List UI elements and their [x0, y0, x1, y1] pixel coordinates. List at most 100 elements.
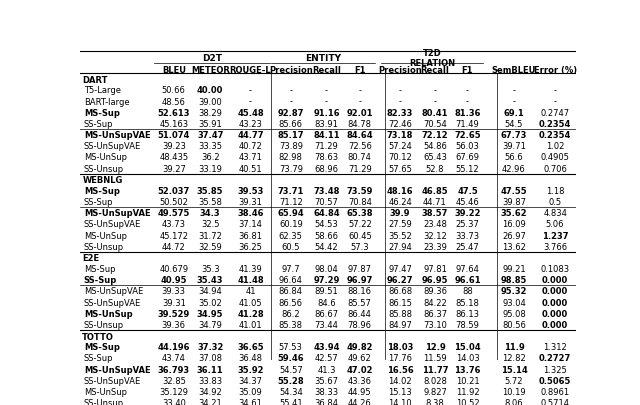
Text: 86.84: 86.84 — [279, 287, 303, 296]
Text: 80.56: 80.56 — [502, 320, 526, 329]
Text: 84.64: 84.64 — [346, 131, 373, 140]
Text: 50.66: 50.66 — [162, 86, 186, 95]
Text: SS-Unsup: SS-Unsup — [84, 320, 124, 329]
Text: 48.435: 48.435 — [159, 153, 188, 162]
Text: 97.87: 97.87 — [348, 264, 372, 273]
Text: F1: F1 — [461, 66, 473, 75]
Text: 92.87: 92.87 — [278, 109, 304, 117]
Text: 39.71: 39.71 — [502, 142, 526, 151]
Text: 36.81: 36.81 — [239, 231, 262, 240]
Text: 8.06: 8.06 — [505, 398, 524, 405]
Text: 60.45: 60.45 — [348, 231, 372, 240]
Text: 25.47: 25.47 — [456, 242, 479, 251]
Text: 48.16: 48.16 — [387, 186, 413, 195]
Text: 16.09: 16.09 — [502, 220, 526, 229]
Text: 89.51: 89.51 — [315, 287, 339, 296]
Text: 41.3: 41.3 — [317, 364, 336, 373]
Text: 37.47: 37.47 — [197, 131, 223, 140]
Text: -: - — [325, 97, 328, 106]
Text: 34.61: 34.61 — [239, 398, 262, 405]
Text: 11.92: 11.92 — [456, 387, 479, 396]
Text: 44.72: 44.72 — [162, 242, 186, 251]
Text: 5.06: 5.06 — [546, 220, 564, 229]
Text: 73.44: 73.44 — [314, 320, 339, 329]
Text: DART: DART — [83, 76, 108, 85]
Text: 82.98: 82.98 — [279, 153, 303, 162]
Text: 73.10: 73.10 — [423, 320, 447, 329]
Text: SS-UnSupVAE: SS-UnSupVAE — [84, 220, 141, 229]
Text: 0.5065: 0.5065 — [539, 376, 572, 385]
Text: MS-Sup: MS-Sup — [84, 342, 120, 351]
Text: 44.196: 44.196 — [157, 342, 190, 351]
Text: 43.94: 43.94 — [313, 342, 340, 351]
Text: 0.1083: 0.1083 — [541, 264, 570, 273]
Text: 33.19: 33.19 — [198, 164, 222, 173]
Text: WEBNLG: WEBNLG — [83, 176, 123, 185]
Text: 0.2354: 0.2354 — [539, 119, 572, 128]
Text: 70.57: 70.57 — [314, 198, 339, 207]
Text: 96.27: 96.27 — [387, 275, 413, 284]
Text: 15.13: 15.13 — [388, 387, 412, 396]
Text: 73.79: 73.79 — [279, 164, 303, 173]
Text: 0.8961: 0.8961 — [541, 387, 570, 396]
Text: 64.84: 64.84 — [313, 209, 340, 217]
Text: 67.69: 67.69 — [456, 153, 479, 162]
Text: 34.37: 34.37 — [239, 376, 262, 385]
Text: 47.5: 47.5 — [457, 186, 478, 195]
Text: 44.77: 44.77 — [237, 131, 264, 140]
Text: 95.08: 95.08 — [502, 309, 526, 318]
Text: 23.39: 23.39 — [423, 242, 447, 251]
Text: 17.76: 17.76 — [388, 354, 412, 362]
Text: 33.40: 33.40 — [162, 398, 186, 405]
Text: 97.47: 97.47 — [388, 264, 412, 273]
Text: 33.83: 33.83 — [198, 376, 222, 385]
Text: -: - — [433, 86, 436, 95]
Text: 26.97: 26.97 — [502, 231, 526, 240]
Text: 51.074: 51.074 — [157, 131, 190, 140]
Text: 78.59: 78.59 — [456, 320, 479, 329]
Text: -: - — [513, 86, 515, 95]
Text: 34.95: 34.95 — [197, 309, 223, 318]
Text: 41.39: 41.39 — [239, 264, 262, 273]
Text: SS-UnSupVAE: SS-UnSupVAE — [84, 298, 141, 307]
Text: SS-Sup: SS-Sup — [84, 119, 113, 128]
Text: 39.87: 39.87 — [502, 198, 526, 207]
Text: 47.55: 47.55 — [500, 186, 527, 195]
Text: 86.56: 86.56 — [279, 298, 303, 307]
Text: 99.21: 99.21 — [502, 264, 526, 273]
Text: -: - — [289, 86, 292, 95]
Text: 85.18: 85.18 — [456, 298, 479, 307]
Text: 36.65: 36.65 — [237, 342, 264, 351]
Text: 81.36: 81.36 — [454, 109, 481, 117]
Text: 34.21: 34.21 — [198, 398, 222, 405]
Text: 39.9: 39.9 — [390, 209, 410, 217]
Text: 11.77: 11.77 — [422, 364, 448, 373]
Text: 1.312: 1.312 — [543, 342, 567, 351]
Text: 96.95: 96.95 — [422, 275, 448, 284]
Text: 39.27: 39.27 — [162, 164, 186, 173]
Text: METEOR: METEOR — [191, 66, 230, 75]
Text: 84.6: 84.6 — [317, 298, 336, 307]
Text: T2D
RELATION: T2D RELATION — [409, 49, 455, 68]
Text: 97.7: 97.7 — [282, 264, 300, 273]
Text: 16.56: 16.56 — [387, 364, 413, 373]
Text: 27.59: 27.59 — [388, 220, 412, 229]
Text: 89.36: 89.36 — [423, 287, 447, 296]
Text: 43.71: 43.71 — [239, 153, 262, 162]
Text: 10.19: 10.19 — [502, 387, 526, 396]
Text: -: - — [466, 86, 469, 95]
Text: 71.49: 71.49 — [456, 119, 479, 128]
Text: 68.96: 68.96 — [314, 164, 339, 173]
Text: 0.2354: 0.2354 — [539, 131, 572, 140]
Text: 40.72: 40.72 — [239, 142, 262, 151]
Text: 59.46: 59.46 — [278, 354, 304, 362]
Text: 42.57: 42.57 — [315, 354, 339, 362]
Text: 50.502: 50.502 — [159, 198, 188, 207]
Text: 36.25: 36.25 — [239, 242, 262, 251]
Text: 56.6: 56.6 — [505, 153, 524, 162]
Text: 35.91: 35.91 — [198, 119, 222, 128]
Text: 33.73: 33.73 — [456, 231, 479, 240]
Text: 10.52: 10.52 — [456, 398, 479, 405]
Text: 67.73: 67.73 — [501, 131, 527, 140]
Text: 1.237: 1.237 — [542, 231, 568, 240]
